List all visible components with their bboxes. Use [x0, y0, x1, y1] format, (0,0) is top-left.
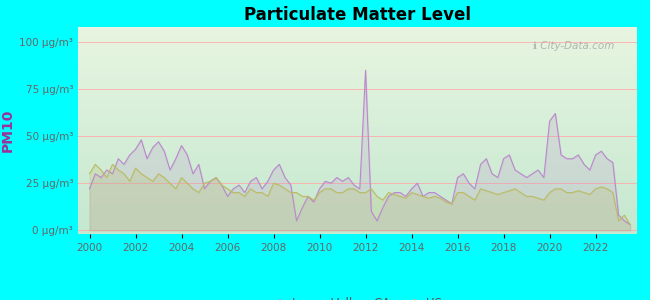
Title: Particulate Matter Level: Particulate Matter Level [244, 6, 471, 24]
Y-axis label: PM10: PM10 [1, 109, 15, 152]
Text: ℹ City-Data.com: ℹ City-Data.com [533, 41, 615, 52]
Legend: Leona Valley, CA, US: Leona Valley, CA, US [268, 292, 447, 300]
